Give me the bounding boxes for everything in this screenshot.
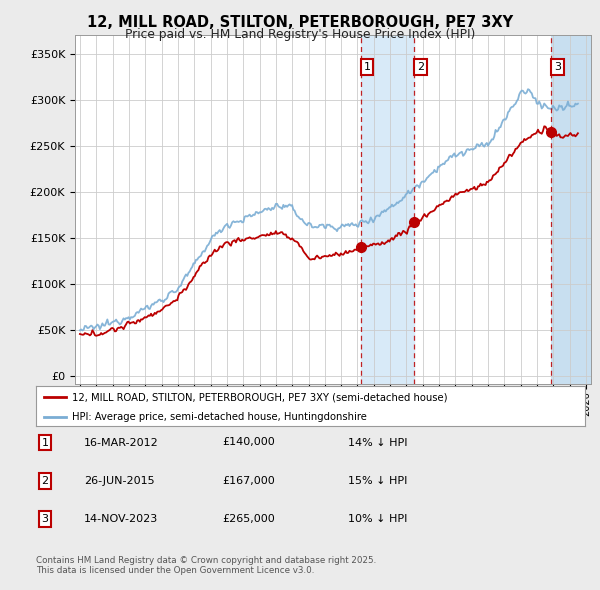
Text: £265,000: £265,000	[222, 514, 275, 524]
Text: 15% ↓ HPI: 15% ↓ HPI	[348, 476, 407, 486]
Text: 14% ↓ HPI: 14% ↓ HPI	[348, 438, 407, 447]
Text: 2: 2	[41, 476, 49, 486]
Text: HPI: Average price, semi-detached house, Huntingdonshire: HPI: Average price, semi-detached house,…	[71, 412, 367, 422]
Text: 1: 1	[364, 62, 370, 72]
Text: £140,000: £140,000	[222, 438, 275, 447]
Text: Contains HM Land Registry data © Crown copyright and database right 2025.
This d: Contains HM Land Registry data © Crown c…	[36, 556, 376, 575]
Text: 12, MILL ROAD, STILTON, PETERBOROUGH, PE7 3XY: 12, MILL ROAD, STILTON, PETERBOROUGH, PE…	[87, 15, 513, 30]
Text: 3: 3	[41, 514, 49, 524]
Text: 3: 3	[554, 62, 561, 72]
Text: 1: 1	[41, 438, 49, 447]
Text: £167,000: £167,000	[222, 476, 275, 486]
Text: 14-NOV-2023: 14-NOV-2023	[84, 514, 158, 524]
Text: 2: 2	[417, 62, 424, 72]
Text: Price paid vs. HM Land Registry's House Price Index (HPI): Price paid vs. HM Land Registry's House …	[125, 28, 475, 41]
Text: 26-JUN-2015: 26-JUN-2015	[84, 476, 155, 486]
Text: 16-MAR-2012: 16-MAR-2012	[84, 438, 159, 447]
Text: 10% ↓ HPI: 10% ↓ HPI	[348, 514, 407, 524]
Bar	[551, 35, 600, 384]
Bar	[361, 35, 415, 384]
Text: 12, MILL ROAD, STILTON, PETERBOROUGH, PE7 3XY (semi-detached house): 12, MILL ROAD, STILTON, PETERBOROUGH, PE…	[71, 392, 447, 402]
